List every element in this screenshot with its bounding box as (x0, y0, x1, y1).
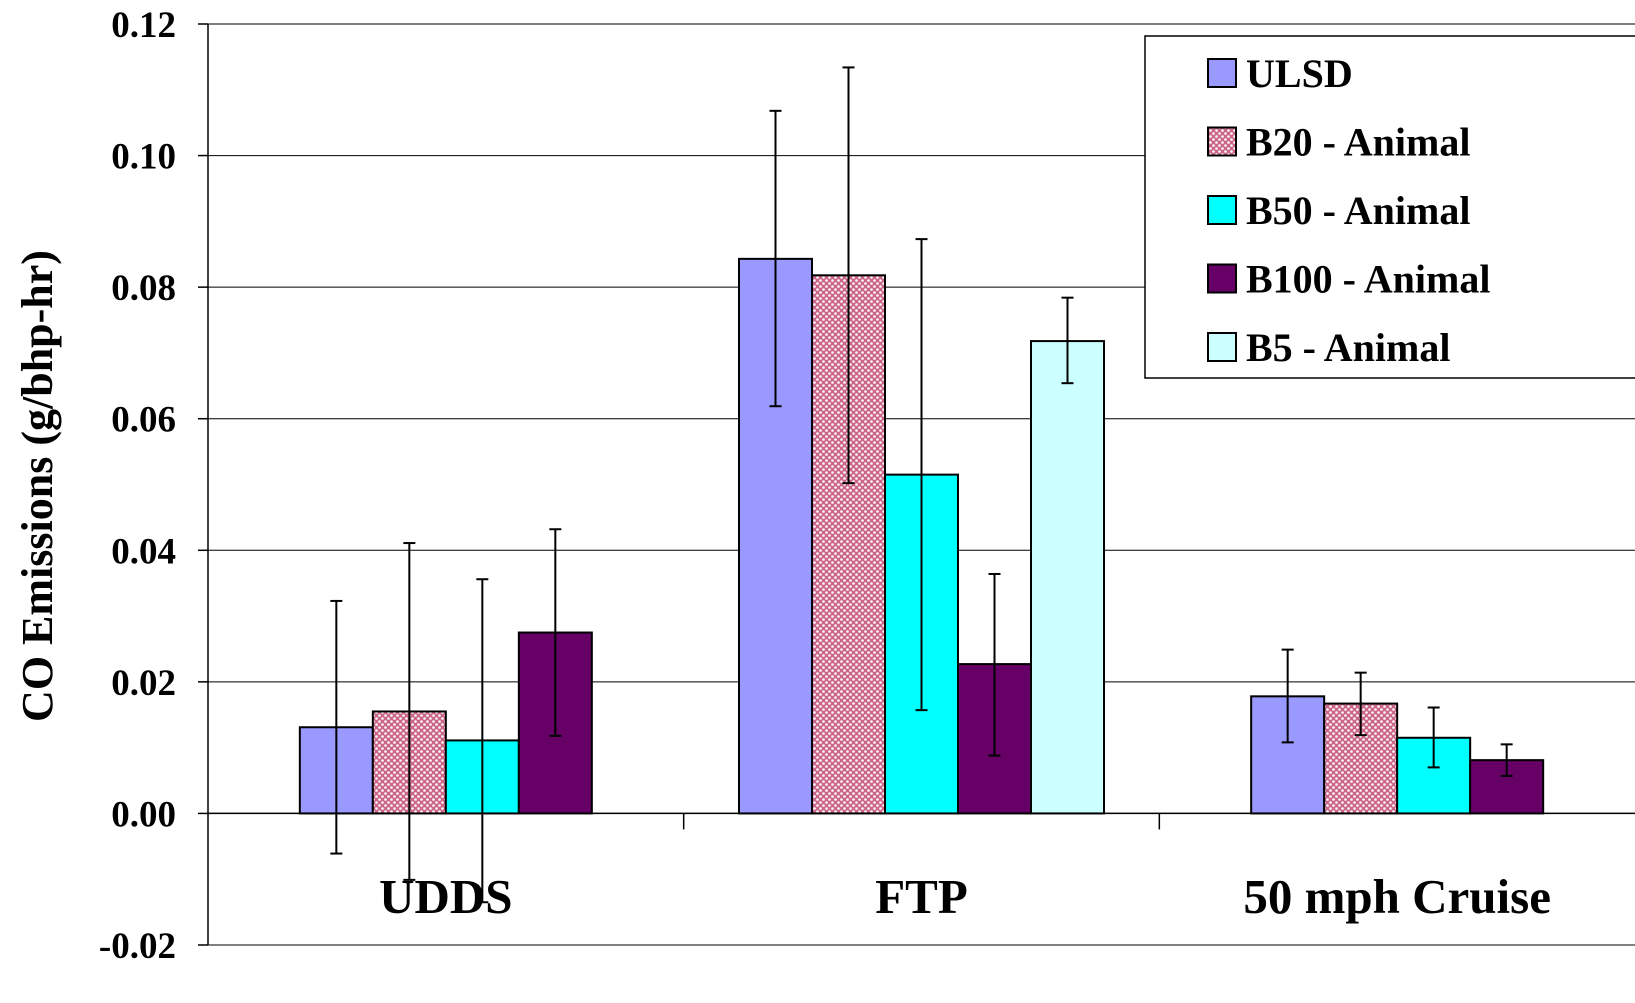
category-label: 50 mph Cruise (1243, 869, 1551, 924)
legend-label: B100 - Animal (1246, 257, 1490, 302)
category-label: UDDS (379, 869, 512, 924)
y-tick-label: 0.10 (111, 137, 176, 178)
legend: ULSD B20 - Animal B50 - Animal B100 - Anima… (1144, 35, 1635, 379)
legend-label: B50 - Animal (1246, 188, 1470, 233)
error-bars (330, 66, 1513, 904)
legend-swatch (1207, 332, 1237, 362)
y-tick-label: 0.08 (111, 268, 176, 309)
y-tick-label: 0.04 (111, 531, 176, 572)
legend-label: B20 - Animal (1246, 120, 1470, 165)
y-tick-label: 0.02 (111, 663, 176, 704)
axis-labels: -0.02 0.00 0.02 0.04 0.06 0.08 0.10 0.12 UDDS FTP… (99, 5, 1551, 967)
y-axis-title: CO Emissions (g/bhp-hr) (13, 250, 62, 722)
y-tick-label: 0.12 (111, 5, 176, 46)
legend-swatch (1207, 195, 1237, 225)
bar-b5-animal (1030, 340, 1105, 815)
y-tick-label: 0.06 (111, 400, 176, 441)
y-tick-label: 0.00 (111, 794, 176, 835)
category-label: FTP (875, 869, 968, 924)
legend-swatch (1207, 58, 1237, 88)
legend-label: ULSD (1246, 51, 1353, 96)
axes (198, 23, 1635, 946)
legend-swatch (1207, 263, 1237, 294)
y-tick-label: -0.02 (99, 926, 176, 967)
legend-swatch (1207, 126, 1237, 157)
legend-label: B5 - Animal (1246, 325, 1450, 370)
